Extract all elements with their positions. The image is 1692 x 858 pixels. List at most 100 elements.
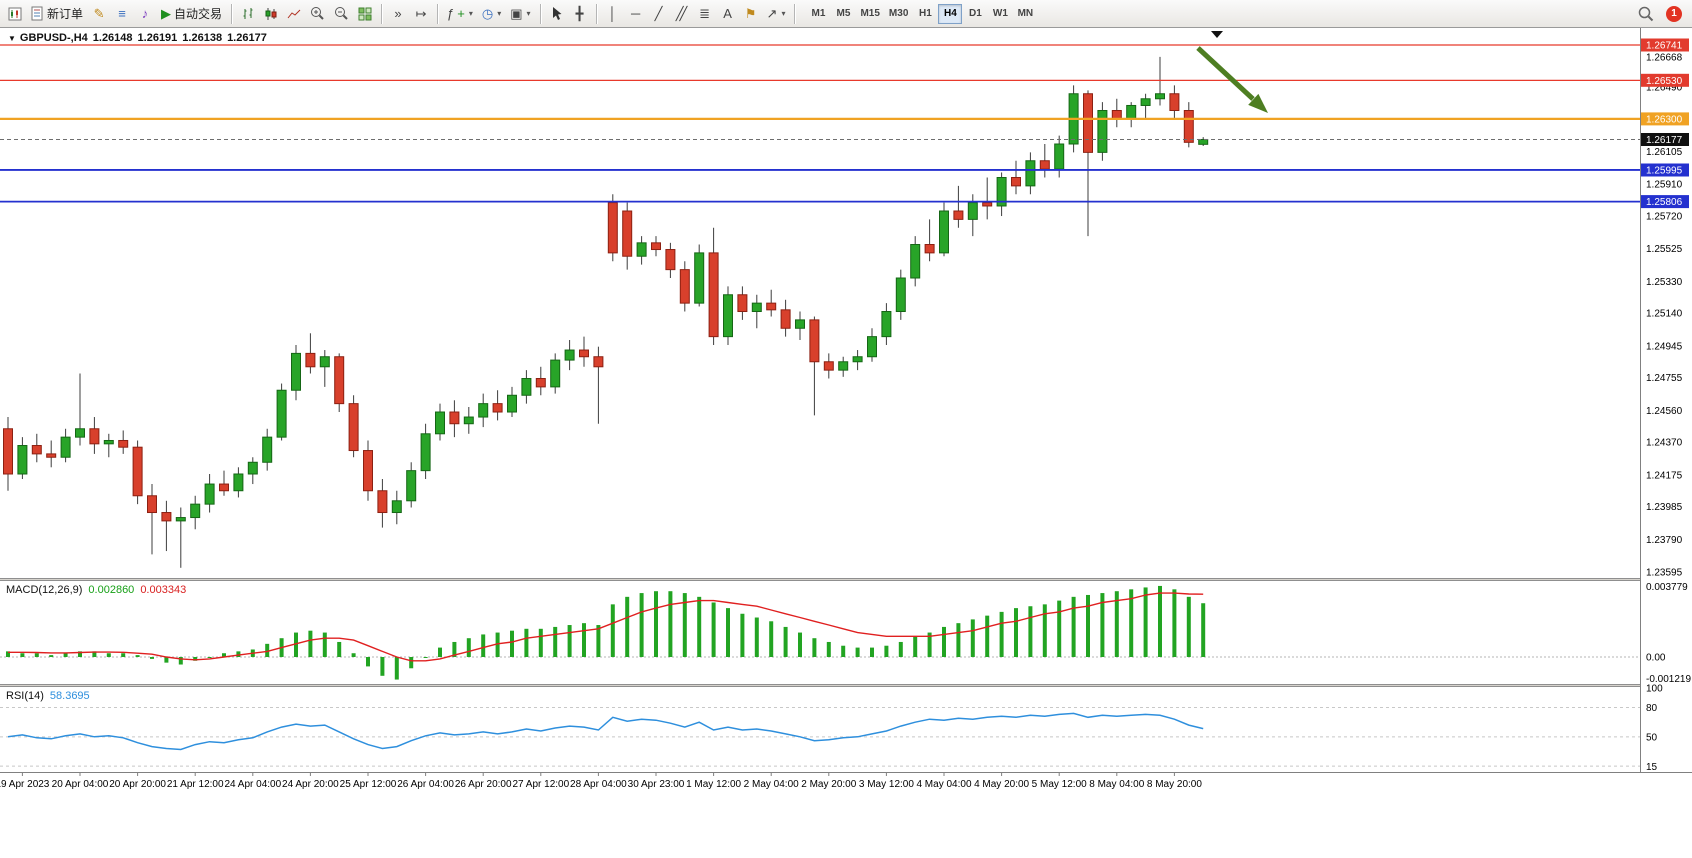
search-button[interactable]: [1634, 3, 1658, 25]
line-chart-icon: [287, 7, 301, 21]
price-scale-bg[interactable]: [1641, 28, 1692, 772]
horizontal-line-button[interactable]: ─: [625, 3, 647, 25]
timeframe-w1-button[interactable]: W1: [988, 4, 1012, 24]
vertical-line-icon: │: [608, 6, 617, 21]
chart-window[interactable]: 1.26668 1.26490 1.26105 1.25910 1.25720 1.255…: [0, 28, 1692, 858]
price-badge: [1641, 195, 1689, 209]
chart-shift-marker[interactable]: [1211, 31, 1223, 38]
timeframe-m15-button[interactable]: M15: [856, 4, 883, 24]
shapes-button[interactable]: ↗ ▾: [763, 3, 790, 25]
time-axis-label[interactable]: 2 May 04:00: [744, 779, 799, 790]
cursor-icon: [550, 6, 563, 21]
time-axis-label[interactable]: 26 Apr 20:00: [455, 779, 512, 790]
macd-histogram-bar: [1158, 585, 1162, 657]
candle-up: [1198, 138, 1209, 145]
alerts-button[interactable]: ♪: [134, 3, 156, 25]
time-axis-label[interactable]: 5 May 12:00: [1032, 779, 1087, 790]
notification-badge[interactable]: 1: [1666, 5, 1682, 22]
timeframe-h4-button[interactable]: H4: [938, 3, 963, 24]
text-button[interactable]: A: [717, 3, 739, 25]
timeframe-m5-button[interactable]: M5: [831, 4, 855, 24]
market-watch-button[interactable]: ≡: [111, 3, 133, 25]
candle-up: [1155, 93, 1165, 100]
timeframe-h1-button[interactable]: H1: [913, 4, 937, 24]
timeframe-d1-button[interactable]: D1: [963, 4, 987, 24]
time-axis-label[interactable]: 4 May 20:00: [974, 779, 1029, 790]
candle-up: [391, 500, 402, 514]
macd-histogram-bar: [942, 626, 946, 657]
chart-shift-button[interactable]: ↦: [410, 3, 432, 25]
time-axis-label[interactable]: 19 Apr 2023: [0, 779, 50, 790]
time-axis-label[interactable]: 24 Apr 04:00: [224, 779, 281, 790]
trendline-button[interactable]: ╱: [648, 3, 670, 25]
time-axis-label[interactable]: 26 Apr 04:00: [397, 779, 454, 790]
time-axis-label[interactable]: 30 Apr 23:00: [628, 779, 685, 790]
vertical-line-button[interactable]: │: [602, 3, 624, 25]
time-axis-label[interactable]: 2 May 20:00: [801, 779, 856, 790]
time-axis-label[interactable]: 24 Apr 20:00: [282, 779, 339, 790]
time-axis-label[interactable]: 1 May 12:00: [686, 779, 741, 790]
text-icon: A: [723, 6, 732, 21]
time-axis-label[interactable]: 8 May 04:00: [1089, 779, 1144, 790]
macd-histogram-bar: [394, 657, 399, 680]
candle-up: [1054, 143, 1065, 170]
fibonacci-button[interactable]: ≣: [694, 3, 716, 25]
macd-histogram-bar: [985, 615, 990, 657]
candle-down: [766, 302, 777, 311]
time-axis-label[interactable]: 28 Apr 04:00: [570, 779, 627, 790]
new-chart-button[interactable]: [4, 3, 26, 25]
time-axis-label[interactable]: 20 Apr 04:00: [52, 779, 109, 790]
auto-scroll-button[interactable]: »: [387, 3, 409, 25]
fibonacci-icon: ≣: [699, 6, 710, 21]
trend-arrow-object[interactable]: [1196, 46, 1255, 101]
candle-up: [996, 177, 1007, 207]
periods-button[interactable]: ◷ ▾: [478, 3, 505, 25]
cursor-button[interactable]: [546, 3, 568, 25]
macd-histogram-bar: [956, 623, 961, 657]
bar-chart-button[interactable]: [237, 3, 259, 25]
chevron-down-icon: ▾: [526, 9, 531, 18]
timeframe-mn-button[interactable]: MN: [1013, 4, 1037, 24]
time-axis-label[interactable]: 3 May 12:00: [859, 779, 914, 790]
chart-shift-icon: ↦: [415, 6, 427, 21]
candle-up: [103, 439, 114, 445]
time-axis-label[interactable]: 4 May 04:00: [916, 779, 971, 790]
line-chart-button[interactable]: [283, 3, 305, 25]
text-label-button[interactable]: ⚑: [740, 3, 762, 25]
pane-splitter[interactable]: [0, 578, 1692, 581]
time-axis-label[interactable]: 8 May 20:00: [1147, 779, 1202, 790]
zoom-in-button[interactable]: [306, 3, 329, 25]
pane-splitter[interactable]: [0, 684, 1692, 687]
macd-histogram-bar: [754, 617, 759, 657]
timeframe-m30-button[interactable]: M30: [885, 4, 912, 24]
timeframe-m1-button[interactable]: M1: [806, 4, 830, 24]
candlestick-chart-button[interactable]: [260, 3, 282, 25]
new-order-button[interactable]: 新订单: [27, 3, 87, 25]
macd-histogram-bar: [596, 625, 601, 657]
time-axis-label[interactable]: 27 Apr 12:00: [512, 779, 569, 790]
price-chart-canvas[interactable]: 1.26668 1.26490 1.26105 1.25910 1.25720 1.255…: [0, 28, 1692, 858]
zoom-out-button[interactable]: [330, 3, 353, 25]
candle-up: [564, 349, 575, 361]
time-axis-label[interactable]: 20 Apr 20:00: [109, 779, 166, 790]
candle-up: [1025, 160, 1036, 187]
templates-button[interactable]: ▣ ▾: [506, 3, 534, 25]
tile-windows-button[interactable]: [354, 3, 376, 25]
time-axis-label[interactable]: 21 Apr 12:00: [167, 779, 224, 790]
channel-button[interactable]: ╱╱: [671, 3, 693, 25]
price-scale-label: 1.25720: [1646, 212, 1683, 223]
auto-trading-button[interactable]: ▶ 自动交易: [157, 3, 226, 25]
price-badge: [1641, 73, 1689, 87]
macd-signal-line: [8, 592, 1204, 662]
chart-background: [0, 28, 1692, 857]
trend-arrow-head[interactable]: [1248, 93, 1268, 113]
price-scale-label: 1.25330: [1646, 277, 1683, 288]
crosshair-button[interactable]: ╋: [569, 3, 591, 25]
indicators-button[interactable]: ƒ + ▾: [443, 3, 477, 25]
candle-down: [607, 202, 618, 254]
candle-up: [521, 378, 532, 396]
candle-down: [982, 202, 993, 207]
candle-down: [809, 319, 820, 363]
metaeditor-button[interactable]: ✎: [88, 3, 110, 25]
time-axis-label[interactable]: 25 Apr 12:00: [340, 779, 397, 790]
